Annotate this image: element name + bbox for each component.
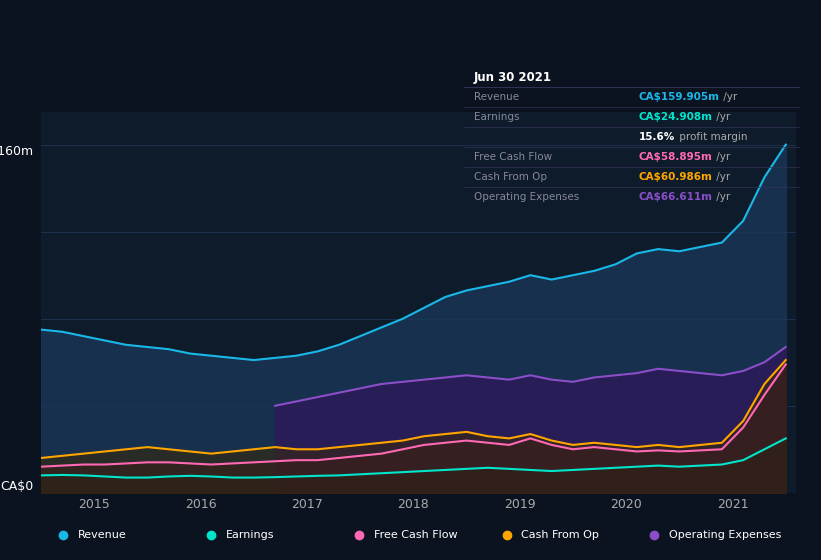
Text: CA$0: CA$0 <box>0 480 34 493</box>
Text: Revenue: Revenue <box>474 92 519 102</box>
Text: 15.6%: 15.6% <box>639 132 675 142</box>
Text: Earnings: Earnings <box>226 530 274 540</box>
Text: CA$160m: CA$160m <box>0 144 34 158</box>
Text: /yr: /yr <box>713 152 730 162</box>
Text: Operating Expenses: Operating Expenses <box>474 192 579 202</box>
Text: profit margin: profit margin <box>676 132 747 142</box>
Text: CA$58.895m: CA$58.895m <box>639 152 713 162</box>
Text: CA$24.908m: CA$24.908m <box>639 112 713 122</box>
Text: Free Cash Flow: Free Cash Flow <box>374 530 457 540</box>
Text: /yr: /yr <box>713 172 730 182</box>
Text: /yr: /yr <box>720 92 737 102</box>
Text: /yr: /yr <box>713 112 730 122</box>
Text: Jun 30 2021: Jun 30 2021 <box>474 71 552 83</box>
Text: Earnings: Earnings <box>474 112 520 122</box>
Text: Cash From Op: Cash From Op <box>521 530 599 540</box>
Text: CA$159.905m: CA$159.905m <box>639 92 720 102</box>
Text: Operating Expenses: Operating Expenses <box>669 530 782 540</box>
Text: CA$66.611m: CA$66.611m <box>639 192 713 202</box>
Text: /yr: /yr <box>713 192 730 202</box>
Text: Free Cash Flow: Free Cash Flow <box>474 152 552 162</box>
Text: Cash From Op: Cash From Op <box>474 172 547 182</box>
Text: CA$60.986m: CA$60.986m <box>639 172 713 182</box>
Text: Revenue: Revenue <box>78 530 126 540</box>
